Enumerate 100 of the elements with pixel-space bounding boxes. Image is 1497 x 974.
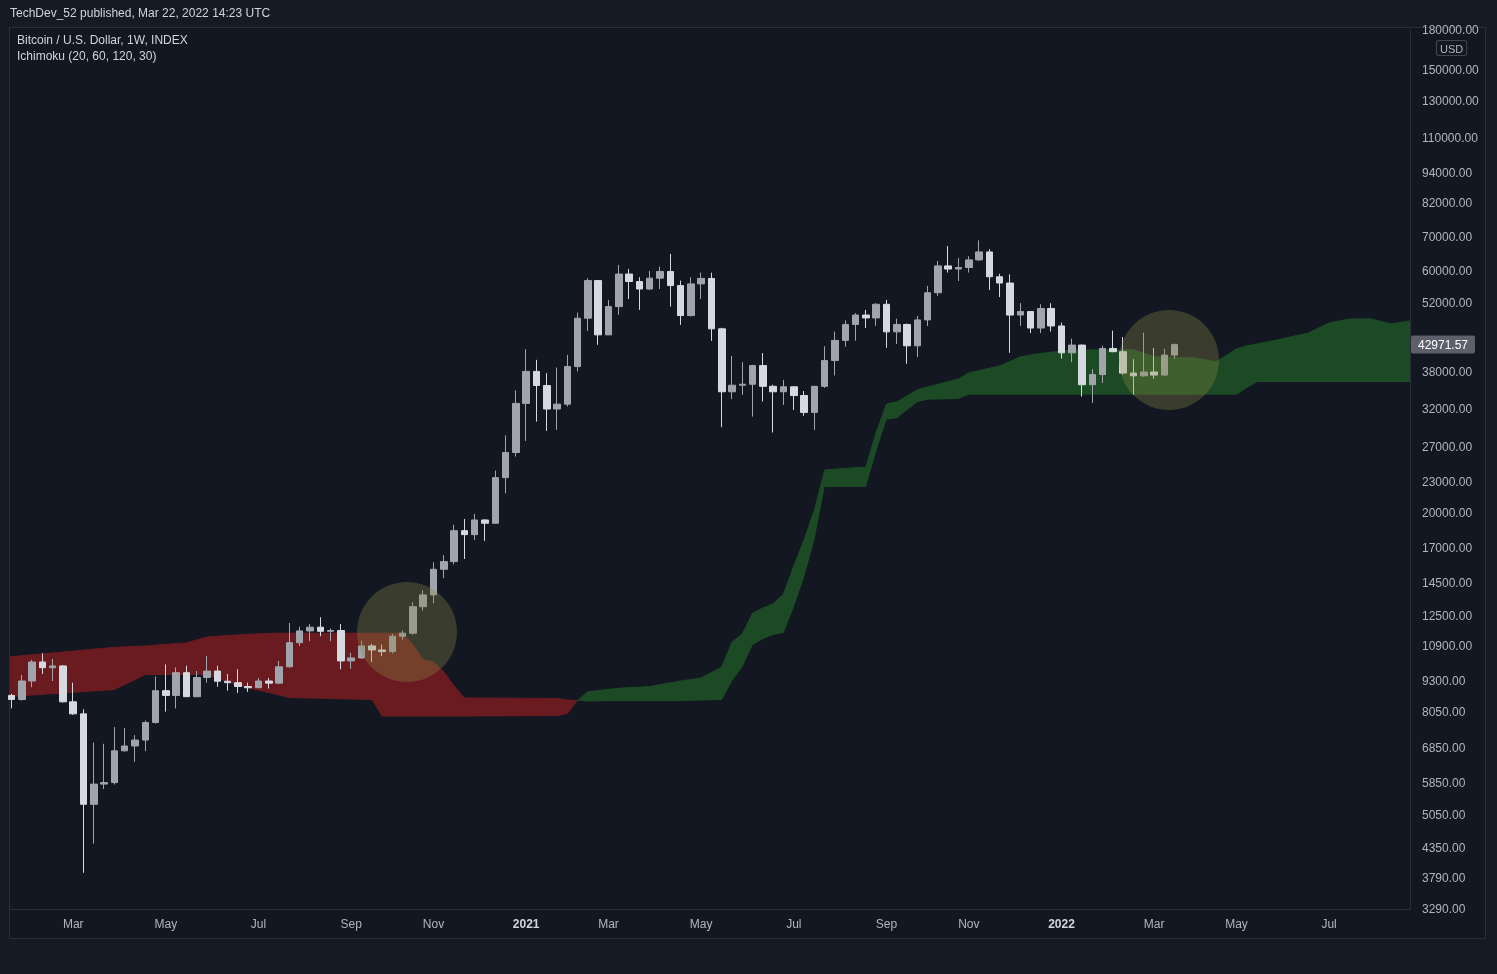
y-tick-label: 52000.00 [1422,295,1473,310]
x-tick-label: Mar [62,917,84,931]
candlestick [584,277,592,332]
candlestick [244,682,252,693]
y-tick-label: 20000.00 [1422,505,1473,520]
candlestick [317,616,324,637]
candlestick [677,280,684,326]
candlestick [1109,330,1117,353]
text: TechDev_52 published, Mar 22, 2022 14:23 UTC [10,6,271,21]
candlestick [687,276,695,317]
x-tick-label: Mar [1143,917,1165,931]
candlestick [883,299,890,349]
candlestick [142,720,149,752]
candlestick [759,352,767,402]
candlestick [1037,303,1045,334]
candlestick [1119,336,1127,376]
candlestick [121,727,128,752]
y-tick-label: 3790.00 [1422,870,1466,885]
candlestick [1078,343,1086,398]
y-tick-label: 60000.00 [1422,264,1473,279]
y-tick-label: 32000.00 [1422,402,1473,417]
candlestick [358,640,365,660]
x-tick-label: Jul [1321,917,1337,931]
candlestick [111,726,118,785]
candlestick [914,315,921,358]
candlestick [18,674,26,702]
text: Ichimoku (20, 60, 120, 30) [17,49,157,63]
candlestick [492,470,499,525]
y-tick-label: 8050.00 [1422,705,1466,720]
candlestick [347,652,355,670]
candlestick [646,270,653,291]
y-tick-label: 5050.00 [1422,807,1466,822]
candlestick [90,742,98,845]
candlestick [286,622,293,668]
candlestick [965,255,973,274]
candlestick [255,677,262,689]
y-tick-label: 4350.00 [1422,840,1466,855]
candlestick [728,355,736,400]
candlestick [986,248,993,291]
x-tick-label: Sep [875,917,898,931]
candlestick [975,239,983,262]
candlestick [152,676,159,725]
chart-title: Bitcoin / U.S. Dollar, 1W, INDEX [17,33,188,47]
candlestick [39,652,46,675]
x-tick-label: Mar [598,917,619,931]
candlestick [234,668,242,694]
x-tick-label: Jul [786,917,802,931]
candlestick [893,318,901,345]
candlestick [769,384,777,433]
y-tick-label: 17000.00 [1422,541,1473,556]
candlestick [203,655,211,684]
candlestick [399,630,406,641]
candlestick [821,345,828,389]
candlestick [636,276,643,311]
x-tick-label: May [154,917,178,931]
candlestick [296,626,303,647]
candlestick [214,665,221,688]
candlestick [564,354,571,407]
candlestick [327,627,334,642]
y-tick-label: 130000.00 [1422,94,1480,109]
candlestick [903,323,911,365]
candlestick [605,299,612,336]
x-tick-label: Jul [250,917,267,931]
candlestick [697,272,705,300]
candlestick [574,312,581,373]
candlestick [131,734,139,763]
y-tick-label: 38000.00 [1422,364,1473,379]
candlestick [780,379,787,406]
y-tick-label: 150000.00 [1422,63,1480,78]
y-tick-label: 110000.00 [1422,131,1479,146]
candlestick [996,273,1003,298]
y-tick-label: 6850.00 [1422,740,1466,755]
candlestick [1047,302,1055,333]
candlestick [852,312,859,342]
candlestick [718,327,726,428]
x-tick-label: 2022 [1048,917,1076,931]
y-tick-label: 82000.00 [1422,195,1473,210]
candlestick [790,386,798,411]
text: 42971.57 [1417,337,1469,352]
candlestick [8,693,15,709]
candlestick [831,331,839,376]
candlestick [862,309,870,329]
y-tick-label: 180000.00 [1422,23,1480,37]
candlestick [265,677,273,689]
candlestick [172,666,180,709]
y-tick-label: 12500.00 [1422,608,1473,623]
candlestick [749,364,756,418]
candlestick [193,670,201,698]
y-tick-label: 94000.00 [1422,165,1473,180]
candlestick [543,372,551,432]
candlestick [533,359,540,423]
y-axis-title: USD [1440,42,1464,55]
candlestick [461,518,468,560]
y-tick-label: 14500.00 [1422,576,1473,591]
candlestick [502,434,509,494]
candlestick [842,319,849,348]
candlestick [924,285,931,327]
candlestick [522,348,530,442]
candlestick [162,663,170,713]
candlestick [708,272,715,342]
